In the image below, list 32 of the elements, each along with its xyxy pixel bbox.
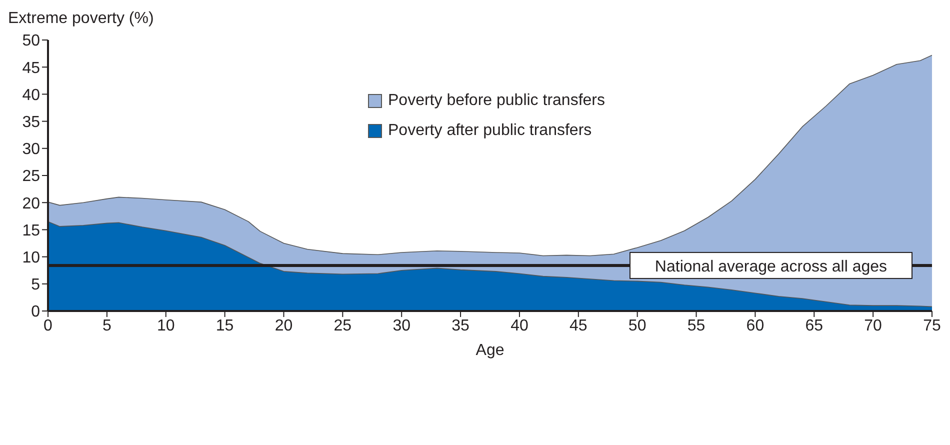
legend-label: Poverty after public transfers bbox=[388, 121, 592, 141]
x-tick-label: 70 bbox=[864, 317, 882, 334]
x-tick-label: 20 bbox=[274, 317, 293, 334]
x-tick-label: 10 bbox=[156, 317, 175, 334]
x-tick-label: 75 bbox=[923, 317, 941, 334]
x-tick-label: 45 bbox=[570, 317, 588, 334]
x-tick-label: 60 bbox=[746, 317, 764, 334]
x-tick-label: 65 bbox=[805, 317, 824, 334]
x-tick-label: 40 bbox=[510, 317, 528, 334]
y-tick-label: 40 bbox=[22, 86, 40, 104]
x-tick-label: 55 bbox=[687, 317, 706, 334]
x-tick-label: 50 bbox=[628, 317, 646, 334]
y-tick-label: 25 bbox=[22, 168, 40, 186]
y-tick-label: 15 bbox=[22, 222, 40, 240]
y-tick-label: 50 bbox=[22, 32, 40, 50]
y-tick-label: 0 bbox=[31, 304, 40, 321]
x-tick-label: 35 bbox=[452, 317, 470, 334]
x-axis-title: Age bbox=[476, 342, 504, 359]
x-tick-label: 5 bbox=[102, 317, 112, 334]
y-tick-label: 5 bbox=[31, 276, 40, 294]
y-tick-label: 20 bbox=[22, 195, 40, 212]
x-tick-label: 15 bbox=[216, 317, 234, 334]
y-tick-label: 45 bbox=[22, 60, 40, 77]
y-tick-label: 30 bbox=[22, 141, 40, 158]
y-axis-title: Extreme poverty (%) bbox=[8, 10, 154, 28]
y-tick-label: 35 bbox=[22, 114, 40, 131]
y-tick-label: 10 bbox=[22, 249, 40, 266]
ref-line-label: National average across all ages bbox=[654, 258, 888, 276]
x-tick-label: 25 bbox=[334, 317, 352, 334]
x-tick-label: 30 bbox=[392, 317, 411, 334]
x-tick-label: 0 bbox=[44, 317, 53, 334]
legend-label: Poverty before public transfers bbox=[388, 91, 605, 111]
